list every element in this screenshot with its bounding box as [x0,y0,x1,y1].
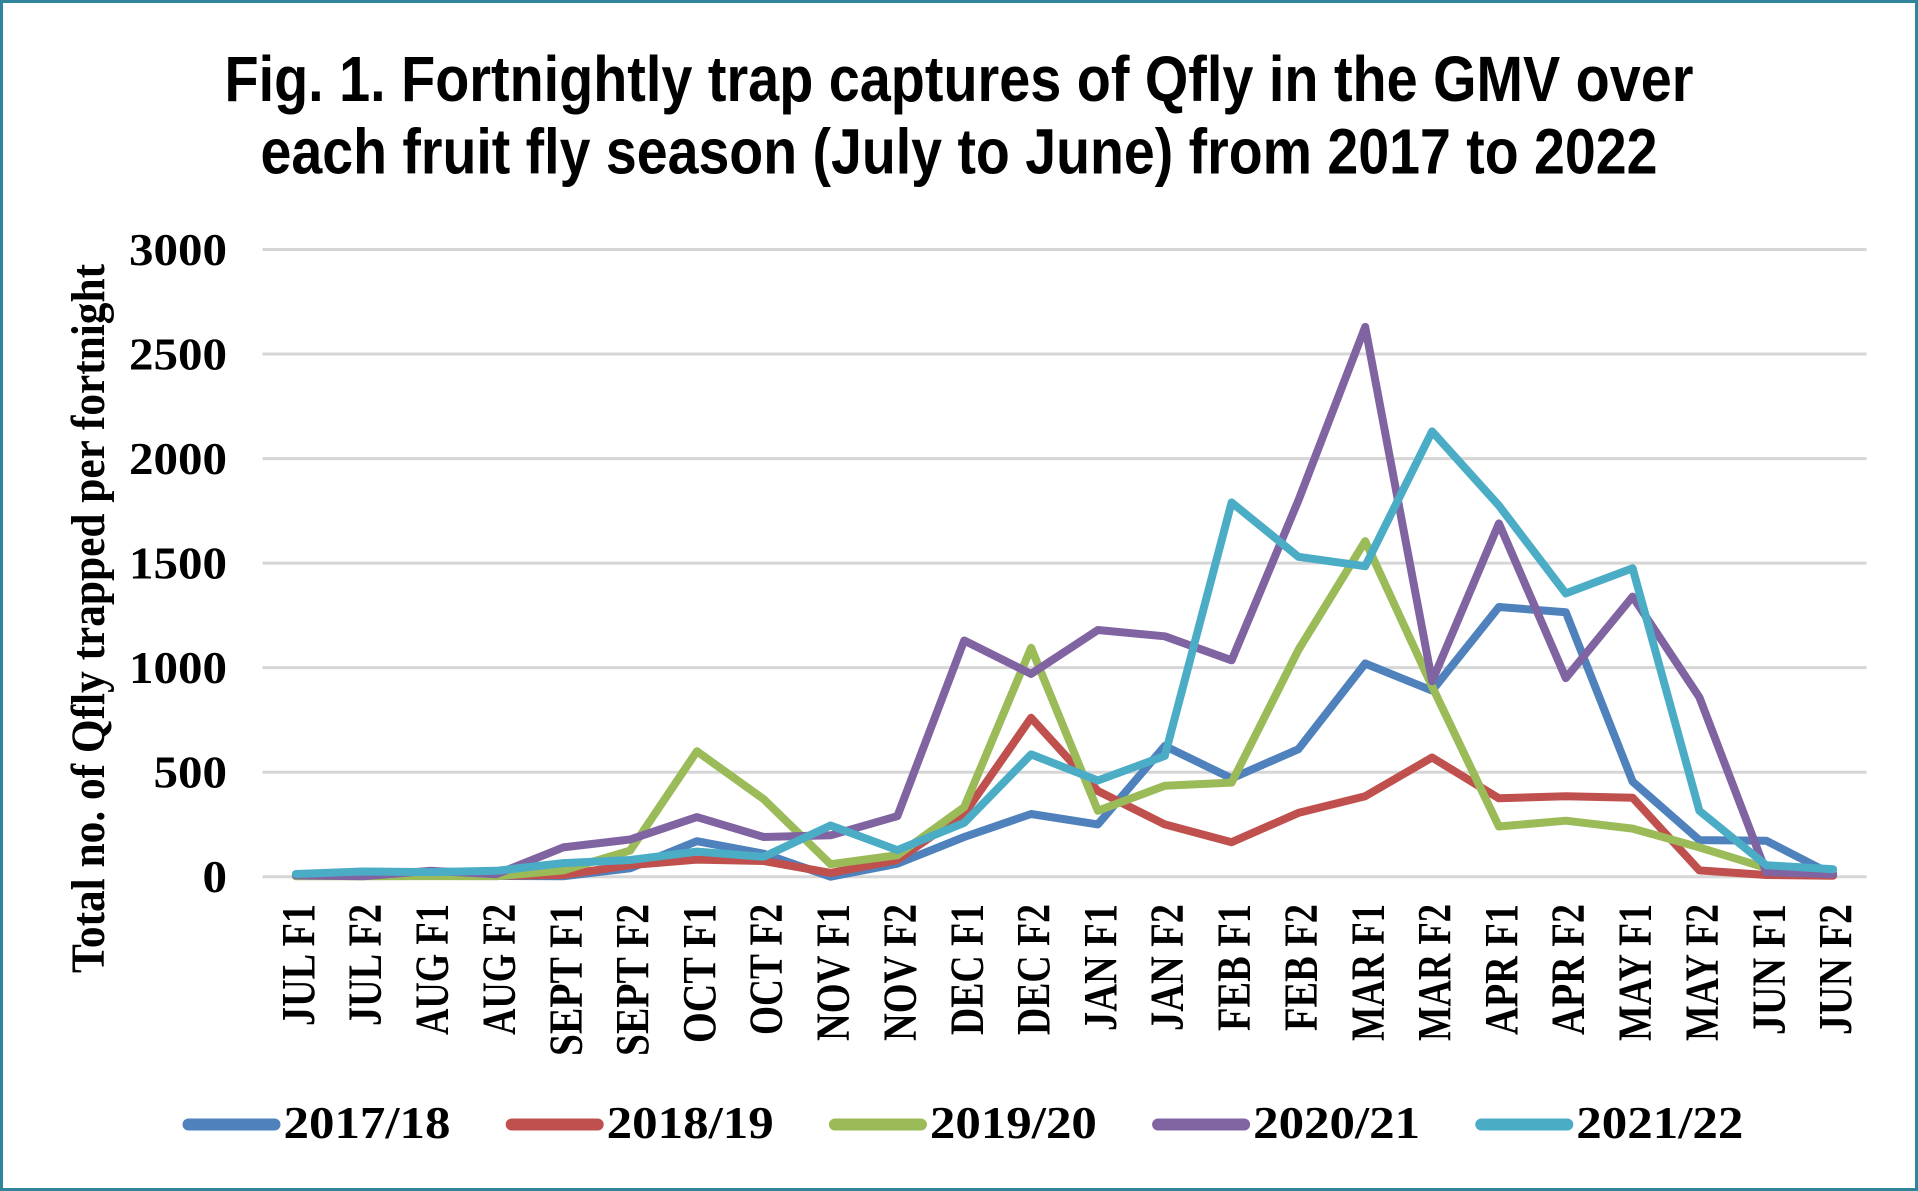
svg-text:DEC F2: DEC F2 [1008,904,1061,1035]
svg-text:APR F2: APR F2 [1542,904,1595,1035]
svg-text:APR F1: APR F1 [1475,904,1528,1035]
svg-text:1500: 1500 [129,538,227,589]
svg-text:500: 500 [154,747,228,798]
svg-text:2500: 2500 [129,329,227,380]
svg-text:MAR F2: MAR F2 [1409,904,1462,1041]
svg-text:JUN F1: JUN F1 [1743,904,1796,1035]
svg-text:Total no. of Qfly trapped per: Total no. of Qfly trapped per fortnight [62,264,115,973]
svg-text:3000: 3000 [129,224,227,275]
svg-text:AUG F1: AUG F1 [406,904,459,1035]
svg-text:MAY F2: MAY F2 [1676,904,1729,1041]
svg-text:2019/20: 2019/20 [930,1097,1097,1148]
svg-text:2021/22: 2021/22 [1576,1097,1743,1148]
svg-text:2020/21: 2020/21 [1253,1097,1420,1148]
svg-text:AUG F2: AUG F2 [473,904,526,1035]
svg-text:JAN F1: JAN F1 [1074,904,1127,1031]
svg-text:JAN F2: JAN F2 [1141,904,1194,1031]
svg-text:2000: 2000 [129,433,227,484]
svg-text:2018/19: 2018/19 [607,1097,774,1148]
svg-text:MAY F1: MAY F1 [1609,904,1662,1041]
svg-text:FEB F2: FEB F2 [1275,904,1328,1031]
svg-text:each fruit fly season (July to: each fruit fly season (July to June) fro… [261,116,1658,188]
svg-text:DEC F1: DEC F1 [941,904,994,1035]
svg-text:FEB F1: FEB F1 [1208,904,1261,1031]
svg-text:NOV F1: NOV F1 [807,904,860,1041]
svg-text:SEPT F2: SEPT F2 [607,904,660,1056]
svg-text:MAR F1: MAR F1 [1342,904,1395,1041]
svg-text:2017/18: 2017/18 [284,1097,451,1148]
svg-text:OCT F2: OCT F2 [740,904,793,1035]
svg-text:JUL F1: JUL F1 [272,904,325,1026]
svg-text:SEPT F1: SEPT F1 [540,904,593,1056]
svg-text:1000: 1000 [129,642,227,693]
svg-text:0: 0 [203,851,228,902]
svg-text:OCT F1: OCT F1 [673,904,726,1043]
svg-text:NOV F2: NOV F2 [874,904,927,1041]
svg-text:JUN F2: JUN F2 [1810,904,1863,1035]
svg-text:Fig. 1. Fortnightly trap captu: Fig. 1. Fortnightly trap captures of Qfl… [225,43,1694,115]
svg-text:JUL F2: JUL F2 [339,904,392,1026]
